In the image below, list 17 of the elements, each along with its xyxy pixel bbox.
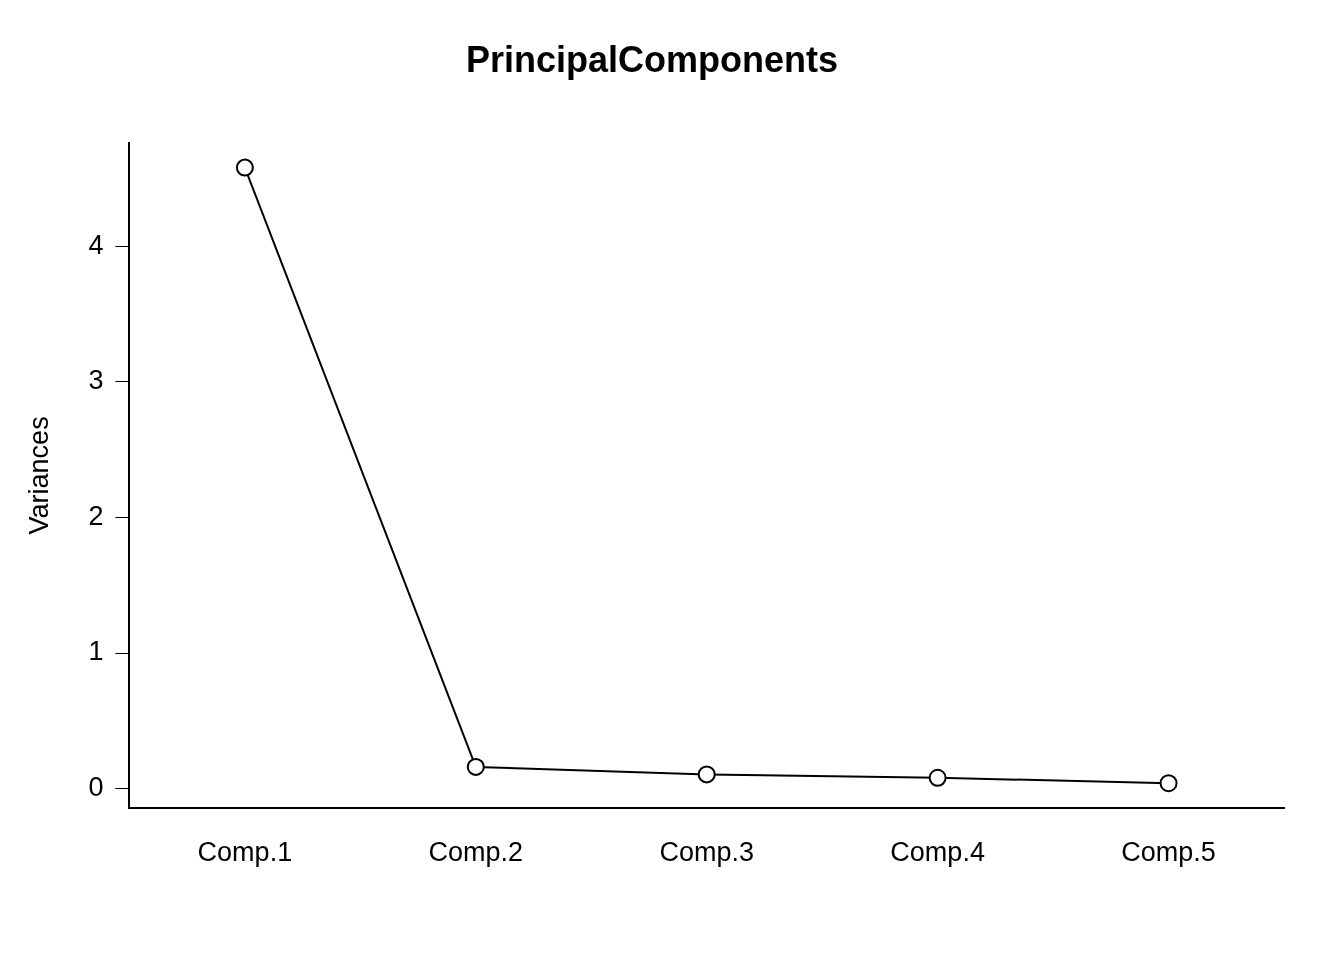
point — [235, 158, 254, 177]
y-tick-label: 0 — [88, 772, 104, 803]
x-tick-label: Comp.5 — [1121, 837, 1216, 868]
point — [697, 765, 716, 784]
y-tick-label: 3 — [88, 365, 104, 396]
x-tick-label: Comp.1 — [197, 837, 293, 868]
point — [928, 768, 947, 787]
x-tick-label: Comp.3 — [659, 837, 754, 868]
point — [466, 757, 485, 776]
y-tick-label: 4 — [88, 229, 104, 260]
x-tick-label: Comp.2 — [428, 837, 524, 868]
y-axis-title: Variances — [23, 416, 54, 535]
chart-title: PrincipalComponents — [465, 38, 839, 80]
point — [1159, 774, 1178, 793]
y-tick-label: 2 — [88, 500, 104, 531]
y-tick-label: 1 — [88, 636, 104, 667]
x-tick-label: Comp.4 — [890, 837, 985, 868]
